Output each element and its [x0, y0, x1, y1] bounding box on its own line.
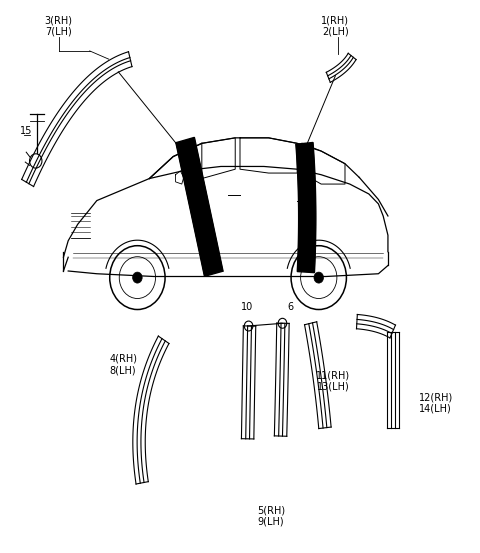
- Text: 5(RH)
9(LH): 5(RH) 9(LH): [257, 505, 285, 526]
- Circle shape: [132, 272, 142, 283]
- Text: 4(RH)
8(LH): 4(RH) 8(LH): [109, 354, 137, 375]
- Text: 12(RH)
14(LH): 12(RH) 14(LH): [419, 392, 453, 414]
- Text: 6: 6: [287, 302, 293, 312]
- Text: 10: 10: [241, 302, 253, 312]
- Text: 3(RH)
7(LH): 3(RH) 7(LH): [45, 15, 72, 37]
- Text: 15: 15: [20, 126, 32, 135]
- Text: 11(RH)
13(LH): 11(RH) 13(LH): [316, 371, 350, 392]
- Circle shape: [314, 272, 324, 283]
- Text: 1(RH)
2(LH): 1(RH) 2(LH): [322, 15, 349, 37]
- Polygon shape: [176, 137, 223, 276]
- Polygon shape: [296, 143, 316, 273]
